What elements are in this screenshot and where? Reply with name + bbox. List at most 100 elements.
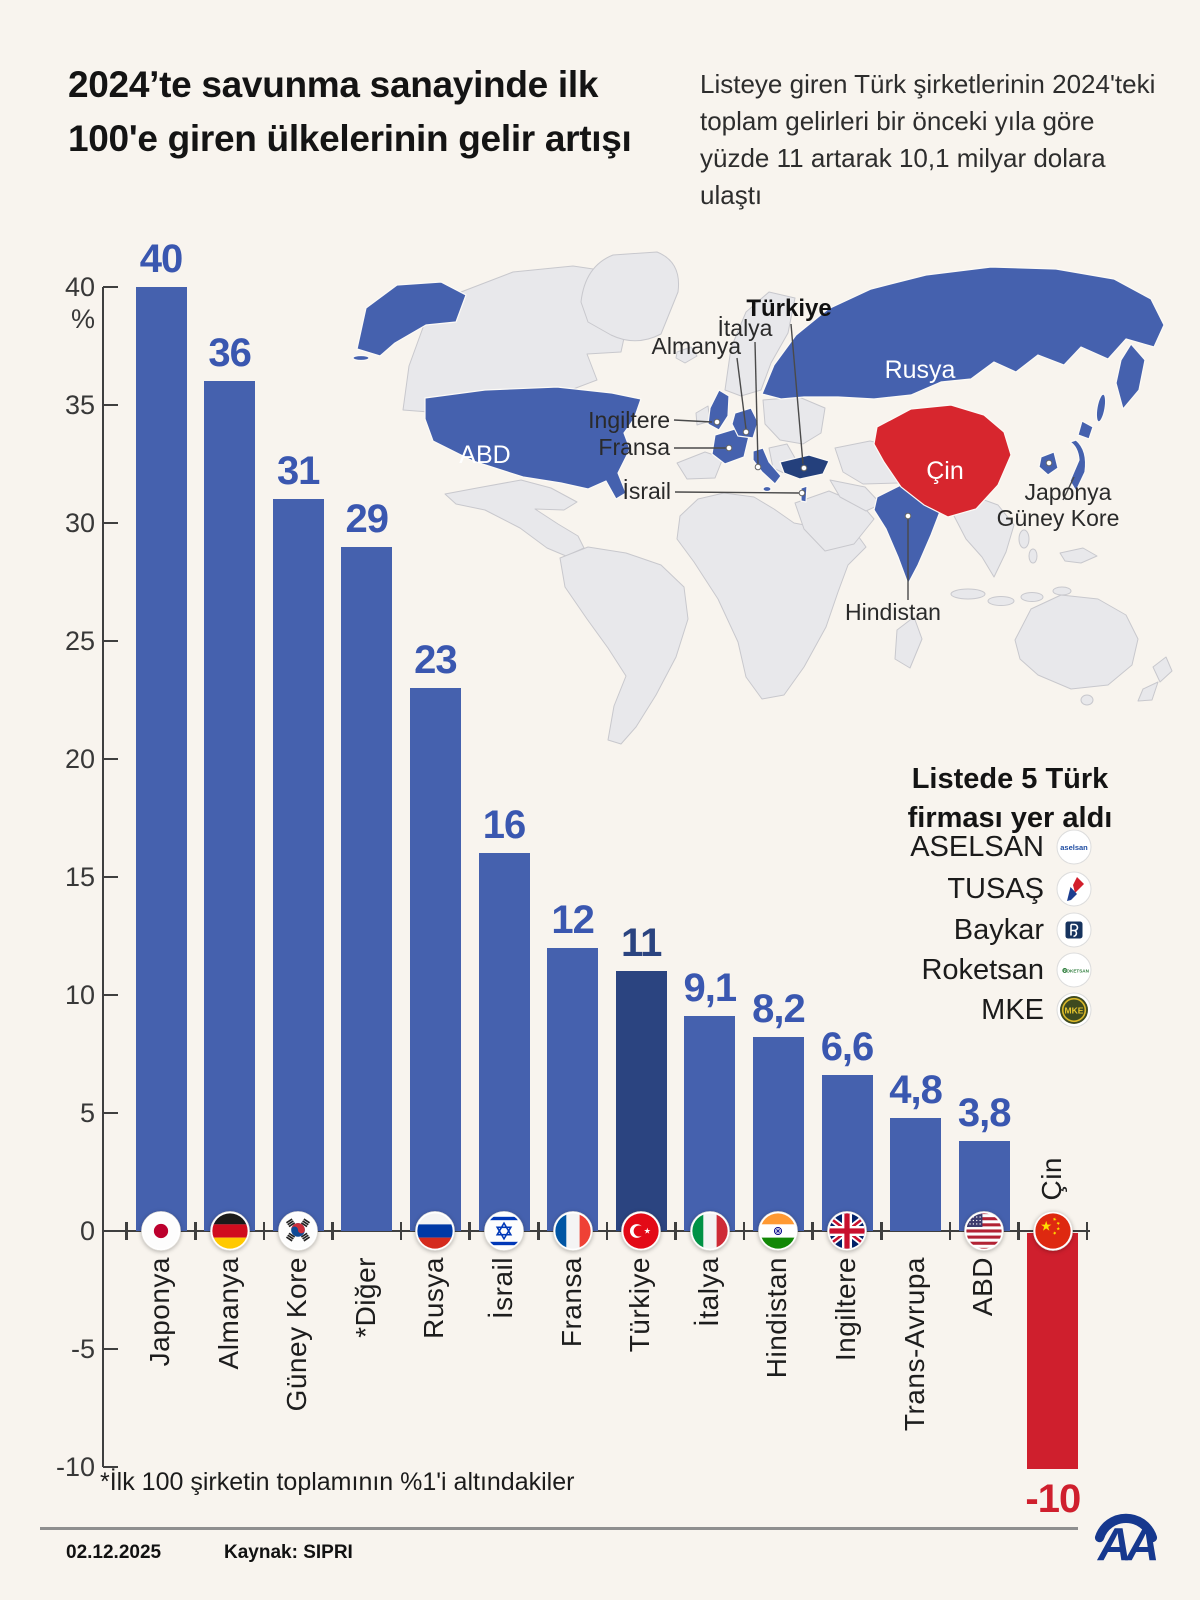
y-tick-label-25: 25 [64,626,95,656]
x-axis-baseline [103,1229,1090,1233]
x-minor-tick-0 [125,1222,128,1240]
tusas-logo [1056,871,1092,907]
x-minor-tick-1 [194,1222,197,1240]
x-label-italya: İtalya [692,1257,724,1327]
x-minor-tick-13 [1017,1222,1020,1240]
legend-company-name: MKE [981,993,1044,1026]
y-tick--10 [103,1465,118,1469]
y-tick-label--5: -5 [70,1334,95,1364]
russia-flag-icon [414,1210,456,1252]
israel-flag-icon [483,1210,525,1252]
y-tick-20 [103,757,118,761]
map-label-rusya: Rusya [885,356,956,384]
china-flag-icon [1032,1210,1074,1252]
map-country-cin [873,404,1012,518]
map-label-japonya: Japonya [1025,479,1112,505]
roketsan-logo: ROKETSAN [1056,952,1092,988]
y-tick-5 [103,1111,118,1115]
bar-guney-kore [272,499,324,1231]
value-label-diger: 29 [345,496,390,541]
germany-flag-icon [209,1210,251,1252]
x-minor-tick-12 [948,1222,952,1240]
world-map: ABD Rusya Çin Türkiye İtalya Almanya Ing… [325,248,1185,748]
map-label-almanya: Almanya [652,333,742,359]
x-minor-tick-5 [468,1222,471,1240]
value-label-turkiye: 11 [621,921,662,966]
x-minor-tick-7 [605,1222,609,1240]
y-tick-label-35: 35 [64,390,95,420]
south-korea-flag-icon [277,1210,319,1252]
svg-text:aselsan: aselsan [1060,843,1088,852]
baykar-logo [1056,912,1092,948]
y-tick-label-30: 30 [64,508,95,538]
legend-title-line2: firması yer aldı [907,802,1113,835]
india-flag-icon [757,1210,799,1252]
y-tick-label-40: 40 [64,272,95,302]
x-label-fransa: Fransa [555,1257,587,1348]
mke-logo: MKE [1056,992,1092,1028]
svg-text:MKE: MKE [1065,1006,1084,1016]
x-minor-tick-11 [880,1222,883,1240]
x-label-guney-kore: Güney Kore [281,1257,313,1412]
bar-trans-avrupa [890,1117,942,1231]
page-title: 2024’te savunma sanayinde ilk 100'e gire… [68,58,698,165]
y-tick--5 [103,1347,118,1351]
bar-italya [684,1016,736,1231]
x-minor-tick-9 [742,1222,746,1240]
value-label-japonya: 40 [139,237,184,281]
aa-logo-text: AA [1097,1518,1157,1568]
usa-flag-icon [963,1210,1005,1252]
map-label-hindistan: Hindistan [845,599,941,625]
x-label-cin: Çin [1035,1157,1067,1201]
map-label-cin: Çin [926,457,964,485]
x-label-abd: ABD [967,1257,999,1317]
x-label-hindistan: Hindistan [761,1257,793,1379]
bar-israil [478,853,530,1231]
map-label-abd: ABD [459,441,510,469]
y-tick-40 [103,285,118,289]
italy-flag-icon [689,1210,731,1252]
value-label-rusya: 23 [414,638,458,683]
y-tick-30 [103,521,118,525]
x-minor-tick-3 [331,1222,334,1240]
y-tick-label--10: -10 [55,1452,95,1482]
value-label-trans-avrupa: 4,8 [889,1067,943,1112]
map-label-ingiltere: Ingiltere [588,407,670,433]
legend-company-name: TUSAŞ [947,872,1044,905]
legend-company-name: Roketsan [921,953,1044,986]
x-label-ingiltere: Ingiltere [830,1257,861,1362]
y-tick-label-15: 15 [64,862,95,892]
x-minor-tick-2 [262,1222,266,1240]
y-tick-label-20: 20 [64,744,95,774]
legend-company-aselsan: ASELSAN aselsan [840,829,1092,865]
bar-japonya [135,287,187,1231]
value-label-cin: -10 [1025,1477,1081,1521]
map-label-fransa: Fransa [598,434,670,460]
legend-company-mke: MKE MKE [840,992,1092,1028]
x-minor-tick-14 [1085,1222,1089,1240]
france-flag-icon [552,1210,594,1252]
x-label-trans-avrupa: Trans-Avrupa [898,1257,930,1432]
svg-text:ROKETSAN: ROKETSAN [1063,968,1089,973]
y-tick-label-0: 0 [79,1216,95,1246]
value-label-abd: 3,8 [957,1091,1012,1136]
map-label-italya: İtalya [718,315,773,341]
legend-company-name: ASELSAN [910,830,1044,863]
x-label-almanya: Almanya [212,1257,244,1370]
map-pointer-lines [673,323,1075,600]
bar-almanya [204,381,256,1231]
y-tick-label-10: 10 [64,980,95,1010]
anadolu-agency-logo: AA [1094,1513,1162,1568]
value-label-israil: 16 [482,803,527,848]
footer-source: Kaynak: SIPRI [224,1542,353,1563]
footer-date: 02.12.2025 [66,1542,162,1563]
y-tick-0 [103,1229,118,1233]
bar-rusya [409,688,461,1231]
bar-turkiye [615,971,667,1231]
japan-flag-icon [140,1210,182,1252]
value-label-guney-kore: 31 [276,449,321,494]
bar-fransa [547,947,599,1231]
legend-title-line1: Listede 5 Türk [911,763,1109,795]
world-map-svg: ABD Rusya Çin Türkiye İtalya Almanya Ing… [352,251,1173,745]
